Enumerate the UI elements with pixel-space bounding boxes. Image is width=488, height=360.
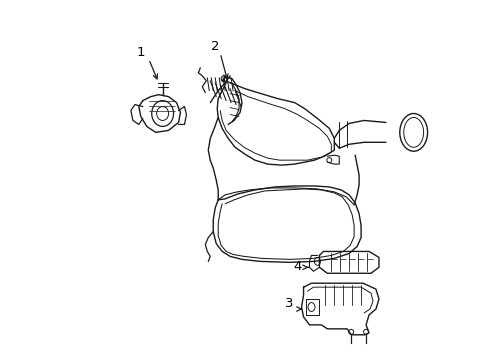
Text: 4: 4 xyxy=(293,260,301,273)
Text: 3: 3 xyxy=(285,297,293,310)
Text: 1: 1 xyxy=(136,46,145,59)
Text: 2: 2 xyxy=(210,40,219,53)
